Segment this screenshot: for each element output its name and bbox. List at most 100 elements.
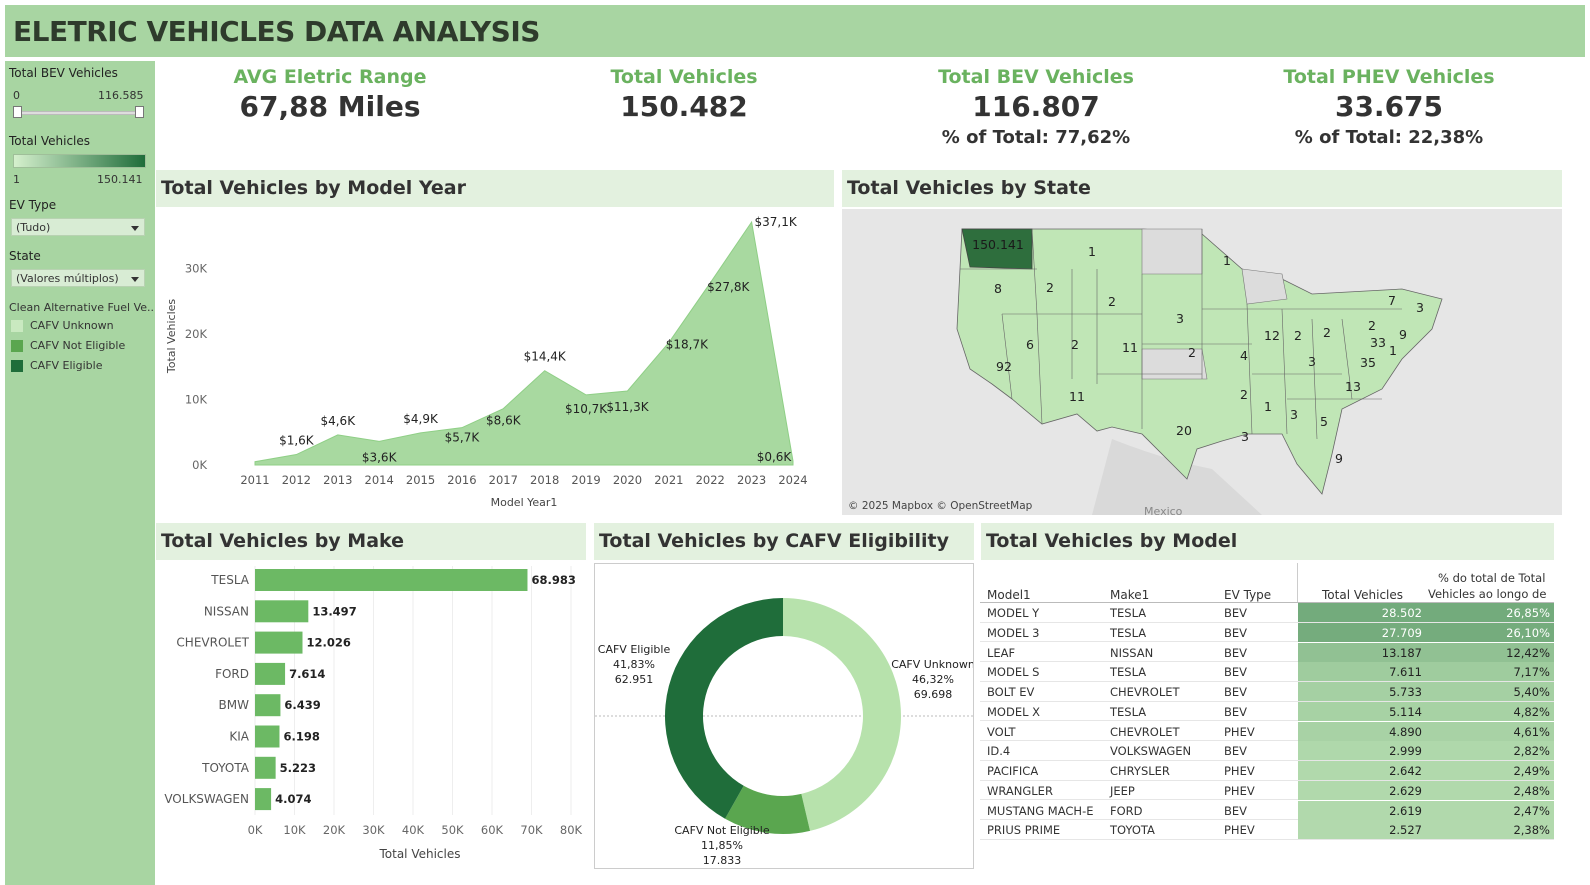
- slice-label: 17.833: [703, 854, 742, 867]
- table-row[interactable]: MODEL 3 TESLA BEV 27.709 26,10%: [980, 622, 1554, 643]
- header-divider: [1297, 563, 1298, 603]
- state-panel-title: Total Vehicles by State: [842, 170, 1562, 207]
- kpi-total-vehicles: Total Vehicles 150.482: [534, 66, 834, 123]
- cell-model: PACIFICA: [987, 764, 1039, 778]
- slider-min-handle[interactable]: [13, 106, 22, 118]
- slice-label: 11,85%: [701, 839, 743, 852]
- bar[interactable]: [255, 756, 276, 779]
- table-row[interactable]: LEAF NISSAN BEV 13.187 12,42%: [980, 642, 1554, 663]
- state-value-label: 1: [1223, 253, 1231, 268]
- table-row[interactable]: PACIFICA CHRYSLER PHEV 2.642 2,49%: [980, 761, 1554, 781]
- state-value-label: 3: [1308, 354, 1316, 369]
- bar-value-label: 6.198: [283, 730, 319, 744]
- x-tick-label: 70K: [520, 823, 543, 837]
- bar[interactable]: [255, 569, 528, 591]
- make-panel-title: Total Vehicles by Make: [156, 523, 586, 560]
- cell-make: FORD: [1110, 803, 1143, 818]
- x-tick-label: 30K: [362, 823, 385, 837]
- data-label: $37,1K: [754, 215, 797, 229]
- table-row[interactable]: VOLT CHEVROLET PHEV 4.890 4,61%: [980, 721, 1554, 742]
- bar[interactable]: [255, 694, 281, 717]
- x-tick-label: 2011: [240, 473, 269, 487]
- donut-slice[interactable]: [725, 785, 811, 834]
- bar[interactable]: [255, 600, 309, 623]
- area-series[interactable]: [254, 220, 794, 466]
- x-tick-label: 2012: [282, 473, 311, 487]
- donut-slice[interactable]: [665, 598, 783, 819]
- bar[interactable]: [255, 631, 303, 654]
- state-value-label: 9: [1335, 451, 1343, 466]
- state-value-label: 1: [1264, 399, 1272, 414]
- header-rule: [980, 602, 1554, 603]
- x-tick-label: 2023: [737, 473, 766, 487]
- table-row[interactable]: MUSTANG MACH-E FORD BEV 2.619 2,47%: [980, 800, 1554, 821]
- state-value-label: 11: [1069, 389, 1085, 404]
- cafv-donut-chart[interactable]: CAFV Unknown 46,32% 69.698 CAFV Not Eligibl…: [595, 564, 975, 868]
- kpi-value: 116.807: [972, 90, 1100, 123]
- data-label: $8,6K: [486, 414, 522, 428]
- state-value-label: 2: [1294, 328, 1302, 343]
- cell-total: 2.527: [1298, 820, 1426, 840]
- kpi-title: Total Vehicles: [610, 66, 758, 88]
- state-value-label: 11: [1122, 340, 1138, 355]
- legend-label: CAFV Unknown: [30, 319, 114, 332]
- kpi-title: Total PHEV Vehicles: [1283, 66, 1495, 88]
- cell-total: 28.502: [1298, 603, 1426, 622]
- category-label: NISSAN: [204, 604, 249, 618]
- col-header-ev-type[interactable]: EV Type: [1224, 588, 1272, 602]
- col-header-make[interactable]: Make1: [1110, 588, 1150, 602]
- cell-make: TOYOTA: [1110, 823, 1155, 838]
- cell-model: VOLT: [987, 724, 1016, 739]
- x-tick-label: 2021: [654, 473, 683, 487]
- data-label: $27,8K: [707, 280, 750, 294]
- x-axis-title: Total Vehicles: [378, 847, 460, 861]
- table-row[interactable]: MODEL Y TESLA BEV 28.502 26,85%: [980, 603, 1554, 623]
- bar[interactable]: [255, 788, 272, 811]
- state-value-label: 2: [1323, 325, 1331, 340]
- y-tick-label: 30K: [185, 262, 208, 276]
- slice-label: 62.951: [615, 673, 654, 686]
- cell-ev-type: BEV: [1224, 744, 1248, 759]
- donut-slice[interactable]: [783, 598, 902, 831]
- table-row[interactable]: MODEL S TESLA BEV 7.611 7,17%: [980, 662, 1554, 682]
- bar[interactable]: [255, 662, 286, 685]
- model-year-area-chart[interactable]: 0K 10K 20K 30K 2011 2012 2013 2014 2015 2016 2017 2…: [158, 208, 834, 518]
- cell-pct: 26,85%: [1426, 603, 1554, 622]
- make-bar-chart[interactable]: 0K 10K 20K 30K 40K 50K 60K 70K 80K TESLA 68.983 NIS…: [158, 560, 586, 870]
- data-label: $10,7K: [565, 402, 608, 416]
- col-header-total[interactable]: Total Vehicles: [1322, 588, 1404, 602]
- bar[interactable]: [255, 725, 280, 748]
- table-row[interactable]: WRANGLER JEEP PHEV 2.629 2,48%: [980, 780, 1554, 801]
- vehicles-legend-min: 1: [13, 173, 20, 186]
- ev-type-dropdown[interactable]: (Tudo): [11, 218, 145, 236]
- state-value-label: 1: [1088, 244, 1096, 259]
- col-header-model[interactable]: Model1: [987, 588, 1031, 602]
- col-header-pct-line1[interactable]: % do total de Total: [1438, 571, 1546, 585]
- vehicles-legend-label: Total Vehicles: [9, 134, 91, 148]
- data-label: $1,6K: [279, 434, 315, 448]
- cell-total: 2.999: [1298, 741, 1426, 761]
- state-value-label: 2: [1240, 387, 1248, 402]
- cell-model: PRIUS PRIME: [987, 823, 1061, 838]
- category-label: TESLA: [210, 573, 249, 587]
- state-value-label: 92: [996, 359, 1012, 374]
- table-row[interactable]: PRIUS PRIME TOYOTA PHEV 2.527 2,38%: [980, 820, 1554, 840]
- slider-max-handle[interactable]: [135, 106, 144, 118]
- state-value-label: 3: [1241, 429, 1249, 444]
- state-dropdown[interactable]: (Valores múltiplos): [11, 269, 145, 287]
- cell-ev-type: BEV: [1224, 625, 1248, 640]
- bev-filter-label: Total BEV Vehicles: [9, 66, 118, 80]
- data-label: $0,6K: [757, 450, 793, 464]
- table-row[interactable]: ID.4 VOLKSWAGEN BEV 2.999 2,82%: [980, 741, 1554, 761]
- bev-range-slider[interactable]: [15, 111, 143, 115]
- table-row[interactable]: BOLT EV CHEVROLET BEV 5.733 5,40%: [980, 682, 1554, 702]
- cell-model: LEAF: [987, 645, 1016, 660]
- category-label: VOLKSWAGEN: [164, 792, 249, 806]
- kpi-bev-vehicles: Total BEV Vehicles 116.807 % of Total: 7…: [886, 66, 1186, 148]
- kpi-value: 67,88 Miles: [239, 90, 421, 123]
- cell-model: WRANGLER: [987, 783, 1053, 798]
- table-row[interactable]: MODEL X TESLA BEV 5.114 4,82%: [980, 701, 1554, 722]
- bar-value-label: 13.497: [312, 604, 356, 618]
- state-map[interactable]: 150.141 1 1 8 2 2 3 7 3 2 6 2 11 12 2 2 2 33 9 92 4 3 35 1 13 11 2…: [842, 209, 1562, 515]
